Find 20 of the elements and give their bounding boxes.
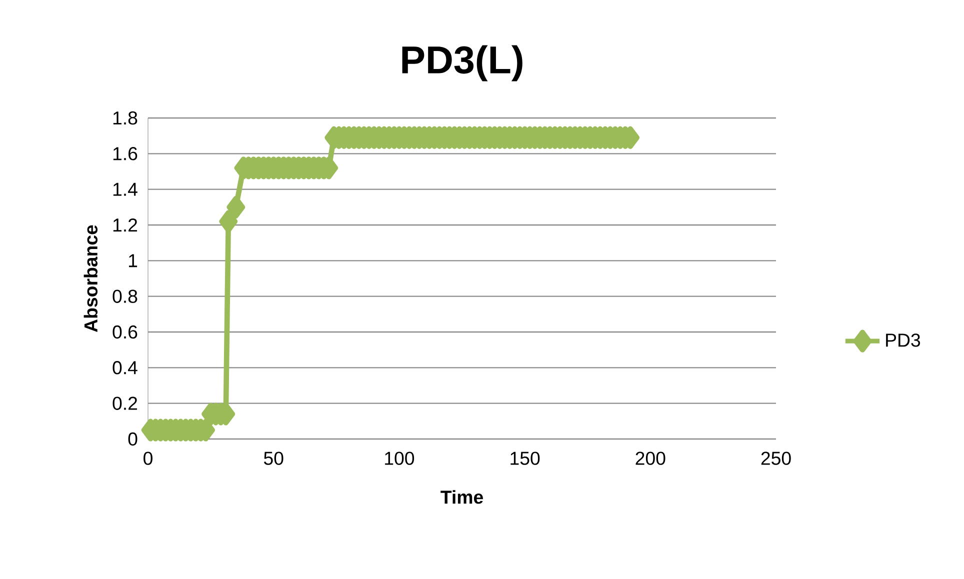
y-tick-label: 1 bbox=[129, 254, 138, 268]
y-tick-label: 0.2 bbox=[112, 396, 138, 410]
y-tick-label: 0.4 bbox=[112, 361, 138, 374]
y-tick-label: 1.4 bbox=[113, 182, 138, 196]
x-tick-label: 0 bbox=[144, 452, 152, 465]
y-tick-label: 0.6 bbox=[112, 325, 138, 339]
x-axis-title: Time bbox=[440, 490, 483, 504]
x-tick-label: 50 bbox=[264, 452, 284, 465]
x-tick-label: 150 bbox=[510, 452, 540, 465]
x-tick-label: 200 bbox=[636, 452, 666, 465]
y-axis-title: Absorbance bbox=[84, 225, 98, 332]
y-tick-label: 0.8 bbox=[112, 290, 138, 303]
y-tick-label: 1.8 bbox=[113, 111, 138, 125]
y-tick-label: 1.6 bbox=[113, 147, 138, 160]
y-tick-label: 1.2 bbox=[113, 218, 138, 232]
x-tick-label: 250 bbox=[761, 452, 791, 465]
y-tick-label: 0 bbox=[128, 432, 138, 446]
chart-title: PD3(L) bbox=[402, 45, 522, 82]
x-tick-label: 100 bbox=[385, 452, 414, 465]
legend-label: PD3 bbox=[886, 334, 920, 347]
